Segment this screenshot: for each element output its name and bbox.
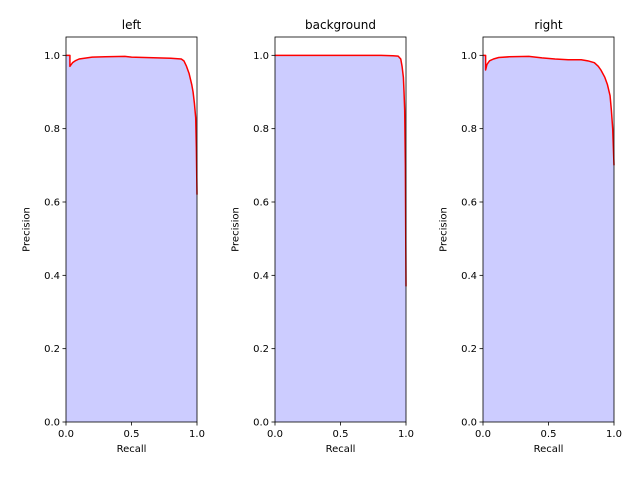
y-tick-label: 0.0 — [461, 418, 477, 429]
y-tick-label: 0.2 — [44, 344, 60, 355]
y-tick-label: 0.2 — [461, 344, 477, 355]
y-tick-label: 0.8 — [44, 124, 60, 135]
y-tick-label: 1.0 — [253, 51, 269, 62]
y-tick-label: 0.6 — [253, 198, 269, 209]
area-fill — [275, 55, 406, 422]
y-axis-label: Precision — [439, 207, 450, 252]
x-tick-label: 0.5 — [541, 429, 557, 440]
y-tick-label: 0.0 — [44, 418, 60, 429]
subplot-title: right — [534, 18, 562, 32]
x-tick-label: 1.0 — [398, 429, 414, 440]
y-tick-label: 0.6 — [461, 198, 477, 209]
y-tick-label: 0.4 — [461, 271, 477, 282]
area-fill — [66, 55, 197, 422]
y-tick-label: 0.6 — [44, 198, 60, 209]
subplot-title: left — [122, 18, 142, 32]
x-axis-label: Recall — [326, 444, 356, 455]
y-tick-label: 0.0 — [253, 418, 269, 429]
subplot-right: 0.0 0.5 1.0 0.0 0.2 0.4 0.6 0.8 1.0 right Recall Pr… — [439, 18, 622, 455]
x-tick-label: 0.5 — [333, 429, 349, 440]
subplot-background: 0.0 0.5 1.0 0.0 0.2 0.4 0.6 0.8 1.0 background Rec… — [231, 18, 414, 455]
x-tick-label: 1.0 — [606, 429, 622, 440]
y-axis-label: Precision — [22, 207, 33, 252]
area-fill — [483, 55, 614, 422]
x-tick-label: 0.0 — [58, 429, 74, 440]
y-tick-label: 0.8 — [253, 124, 269, 135]
y-tick-label: 1.0 — [44, 51, 60, 62]
x-tick-label: 0.5 — [124, 429, 140, 440]
subplot-title: background — [305, 18, 376, 32]
subplot-left: 0.0 0.5 1.0 0.0 0.2 0.4 0.6 0.8 1.0 left Recall Pre… — [22, 18, 205, 455]
pr-curve-line — [483, 54, 615, 166]
y-tick-label: 0.2 — [253, 344, 269, 355]
y-tick-label: 0.8 — [461, 124, 477, 135]
x-tick-label: 1.0 — [189, 429, 205, 440]
x-tick-label: 0.0 — [267, 429, 283, 440]
pr-curve-line — [275, 54, 407, 287]
y-tick-label: 1.0 — [461, 51, 477, 62]
x-axis-label: Recall — [117, 444, 147, 455]
x-tick-label: 0.0 — [475, 429, 491, 440]
y-tick-label: 0.4 — [253, 271, 269, 282]
y-tick-label: 0.4 — [44, 271, 60, 282]
y-axis-label: Precision — [231, 207, 242, 252]
x-axis-label: Recall — [534, 444, 564, 455]
pr-curve-line — [66, 54, 198, 195]
